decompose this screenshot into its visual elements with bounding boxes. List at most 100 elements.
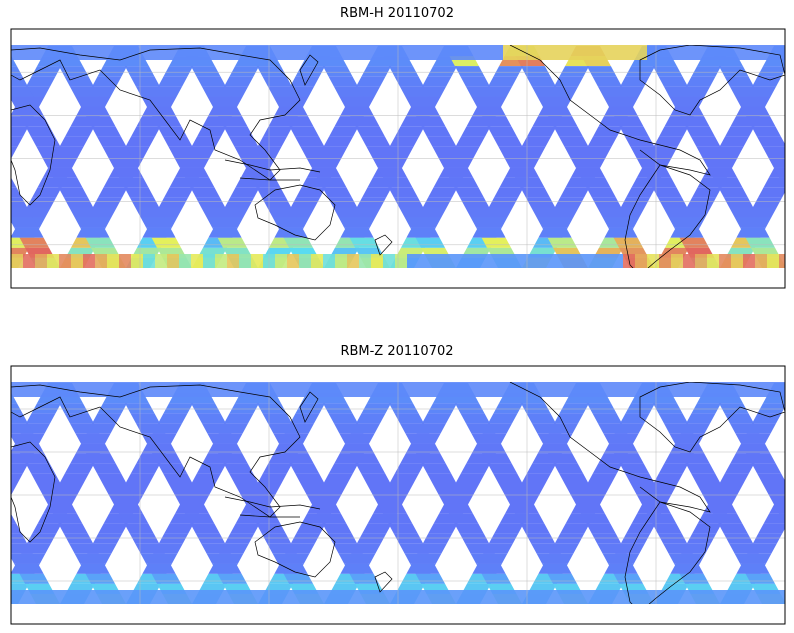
swath-segment: [691, 136, 721, 147]
swath-segment: [785, 137, 794, 147]
swath-segment: [344, 227, 374, 238]
swath-band: [155, 45, 167, 60]
swath-segment: [377, 167, 407, 178]
swath-segment: [653, 473, 683, 484]
swath-segment: [762, 146, 785, 157]
swath-segment: [14, 106, 45, 117]
swath-segment: [25, 126, 56, 137]
swath-segment: [52, 177, 83, 188]
swath-segment: [674, 227, 704, 238]
swath-segment: [179, 167, 209, 178]
swath-segment: [620, 533, 651, 544]
swath-band: [407, 590, 419, 604]
swath-segment: [652, 403, 683, 414]
swath-band: [431, 45, 443, 60]
swath-segment: [493, 136, 523, 147]
swath-band: [611, 590, 623, 604]
swath-segment: [272, 553, 303, 564]
swath-band: [683, 382, 695, 397]
swath-segment: [158, 197, 189, 208]
swath-segment: [630, 146, 660, 157]
swath-band: [707, 382, 719, 397]
swath-segment: [11, 403, 23, 414]
swath-segment: [488, 76, 518, 87]
swath-segment: [201, 543, 231, 554]
swath-band: [443, 590, 455, 604]
swath-segment: [163, 136, 193, 147]
swath-band: [203, 254, 215, 268]
swath-segment: [207, 96, 237, 107]
swath-band: [311, 45, 323, 60]
swath-segment: [74, 553, 105, 564]
swath-segment: [91, 126, 122, 137]
swath-band: [227, 590, 239, 604]
swath-segment: [36, 483, 66, 494]
swath-segment: [692, 523, 722, 534]
swath-segment: [350, 116, 380, 127]
swath-segment: [591, 533, 622, 544]
swath-band: [743, 382, 755, 397]
swath-segment: [306, 157, 336, 168]
swath-band: [671, 590, 683, 604]
swath-band: [251, 45, 263, 60]
swath-segment: [405, 433, 435, 444]
swath-band: [179, 45, 191, 60]
swath-segment: [86, 453, 116, 464]
swath-segment: [734, 553, 765, 564]
swath-segment: [443, 167, 473, 178]
swath-band: [431, 590, 443, 604]
swath-segment: [586, 403, 617, 414]
swath-segment: [157, 463, 188, 474]
swath-segment: [763, 177, 785, 188]
swath-segment: [679, 237, 710, 248]
swath-segment: [784, 66, 785, 67]
swath-segment: [229, 136, 259, 147]
swath-segment: [20, 453, 50, 464]
swath-segment: [257, 136, 287, 147]
swath-band: [743, 45, 755, 60]
swath-band: [11, 590, 23, 604]
swath-band: [35, 254, 47, 268]
swath-segment: [179, 503, 209, 514]
swath-segment: [520, 403, 551, 414]
swath-band: [323, 382, 335, 397]
swath-segment: [526, 126, 557, 137]
swath-segment: [64, 126, 95, 137]
swath-segment: [14, 227, 44, 238]
swath-band: [395, 254, 407, 268]
swath-segment: [85, 573, 116, 584]
swath-segment: [26, 76, 56, 87]
swath-segment: [553, 126, 584, 137]
swath-segment: [323, 473, 353, 484]
swath-segment: [580, 513, 611, 524]
swath-segment: [514, 177, 545, 188]
swath-segment: [11, 66, 23, 77]
swath-segment: [410, 443, 441, 454]
swath-band: [515, 45, 527, 60]
swath-segment: [92, 533, 123, 544]
swath-segment: [471, 96, 501, 107]
swath-segment: [11, 207, 33, 218]
swath-band: [227, 254, 239, 268]
swath-segment: [663, 207, 693, 218]
swath-band: [623, 382, 635, 397]
swath-segment: [663, 423, 694, 434]
swath-segment: [31, 403, 62, 414]
swath-segment: [405, 96, 435, 107]
swath-segment: [653, 136, 683, 147]
swath-band: [503, 590, 515, 604]
swath-segment: [0, 56, 1, 66]
swath-segment: [31, 66, 62, 77]
swath-segment: [658, 76, 688, 87]
swath-segment: [164, 523, 194, 534]
swath-segment: [135, 543, 165, 554]
swath-band: [707, 254, 719, 268]
swath-segment: [547, 237, 578, 248]
swath-band: [359, 254, 371, 268]
swath-band: [467, 590, 479, 604]
swath-segment: [223, 126, 254, 137]
swath-band: [539, 254, 551, 268]
swath-segment: [256, 523, 286, 534]
swath-segment: [224, 76, 254, 87]
swath-segment: [718, 403, 749, 414]
